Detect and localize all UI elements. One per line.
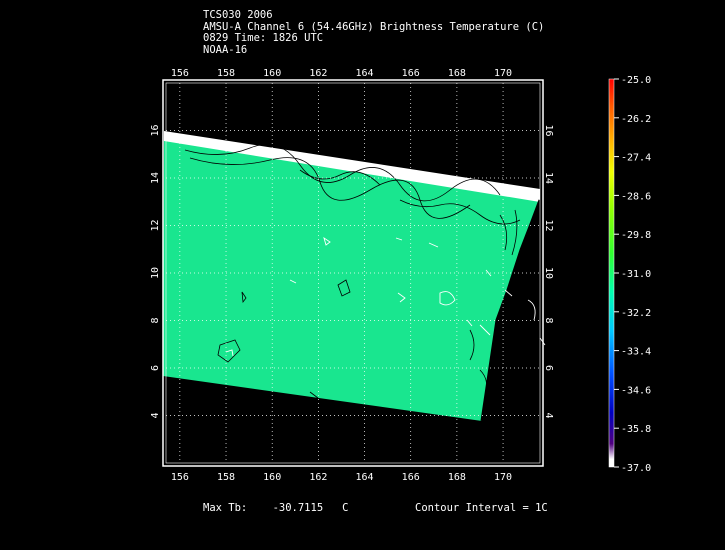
max-tb-value: -30.7115: [272, 502, 324, 514]
colorbar: [608, 78, 615, 468]
lon-tick-label-top: 156: [171, 68, 189, 79]
contour-lines: [184, 144, 521, 399]
lon-tick-label-bottom: 164: [356, 472, 374, 483]
lat-tick-label-left: 12: [150, 219, 161, 231]
title-line-storm: TCS030 2006: [203, 9, 273, 21]
lat-tick-label-right: 4: [543, 412, 554, 418]
lat-tick-label-left: 10: [150, 267, 161, 279]
lon-tick-label-bottom: 160: [263, 472, 281, 483]
lat-tick-label-right: 12: [543, 219, 554, 231]
colorbar-label: -37.0: [621, 463, 651, 474]
lat-lon-grid: [166, 83, 540, 463]
swath-edge-contours: [480, 199, 542, 422]
lat-tick-label-left: 14: [150, 172, 161, 184]
lon-tick-label-bottom: 158: [217, 472, 235, 483]
white-contours: [225, 236, 546, 357]
lon-tick-label-bottom: 162: [309, 472, 327, 483]
lon-tick-label-bottom: 170: [494, 472, 512, 483]
colorbar-label: -35.8: [621, 424, 651, 435]
map-frame: [162, 79, 544, 467]
title-line-time: 0829 Time: 1826 UTC: [203, 32, 324, 44]
lon-tick-label-top: 160: [263, 68, 281, 79]
lon-tick-label-bottom: 166: [402, 472, 420, 483]
colorbar-label: -27.4: [621, 153, 651, 164]
axis-tick-labels: 1561561581581601601621621641641661661681…: [150, 68, 554, 483]
lat-tick-label-right: 10: [543, 267, 554, 279]
lon-tick-label-top: 162: [309, 68, 327, 79]
lat-tick-label-left: 8: [150, 317, 161, 323]
title-block: TCS030 2006 AMSU-A Channel 6 (54.46GHz) …: [203, 9, 545, 56]
max-tb-unit: C: [342, 502, 349, 514]
lat-tick-label-left: 4: [150, 412, 161, 418]
lat-tick-label-right: 6: [543, 365, 554, 371]
lon-tick-label-bottom: 156: [171, 472, 189, 483]
lon-tick-label-bottom: 168: [448, 472, 466, 483]
lat-tick-label-right: 14: [543, 172, 554, 184]
brightness-temperature-swath: [163, 133, 540, 421]
colorbar-label: -32.2: [621, 308, 651, 319]
lon-tick-label-top: 158: [217, 68, 235, 79]
max-tb-readout: Max Tb: -30.7115 C: [203, 502, 348, 514]
colorbar-label: -29.8: [621, 230, 651, 241]
lon-tick-label-top: 170: [494, 68, 512, 79]
colorbar-labels: -25.0 -26.2 -27.4 -28.6 -29.8 -31.0 -32.2 -33.4…: [614, 75, 651, 474]
lon-tick-label-top: 166: [402, 68, 420, 79]
title-line-channel: AMSU-A Channel 6 (54.46GHz) Brightness T…: [203, 20, 545, 33]
contour-interval-readout: Contour Interval = 1C: [415, 502, 548, 514]
title-line-satellite: NOAA-16: [203, 43, 248, 56]
colorbar-label: -26.2: [621, 114, 651, 125]
lon-tick-label-top: 168: [448, 68, 466, 79]
max-tb-label: Max Tb:: [203, 502, 248, 514]
colorbar-label: -28.6: [621, 191, 651, 202]
lat-tick-label-right: 16: [543, 124, 554, 136]
colorbar-label: -33.4: [621, 347, 651, 358]
colorbar-label: -25.0: [621, 75, 651, 86]
lon-tick-label-top: 164: [356, 68, 374, 79]
colorbar-label: -34.6: [621, 385, 651, 396]
colorbar-label: -31.0: [621, 269, 651, 280]
lat-tick-label-right: 8: [543, 317, 554, 323]
lat-tick-label-left: 16: [150, 124, 161, 136]
lat-tick-label-left: 6: [150, 365, 161, 371]
no-data-band: [164, 131, 540, 202]
